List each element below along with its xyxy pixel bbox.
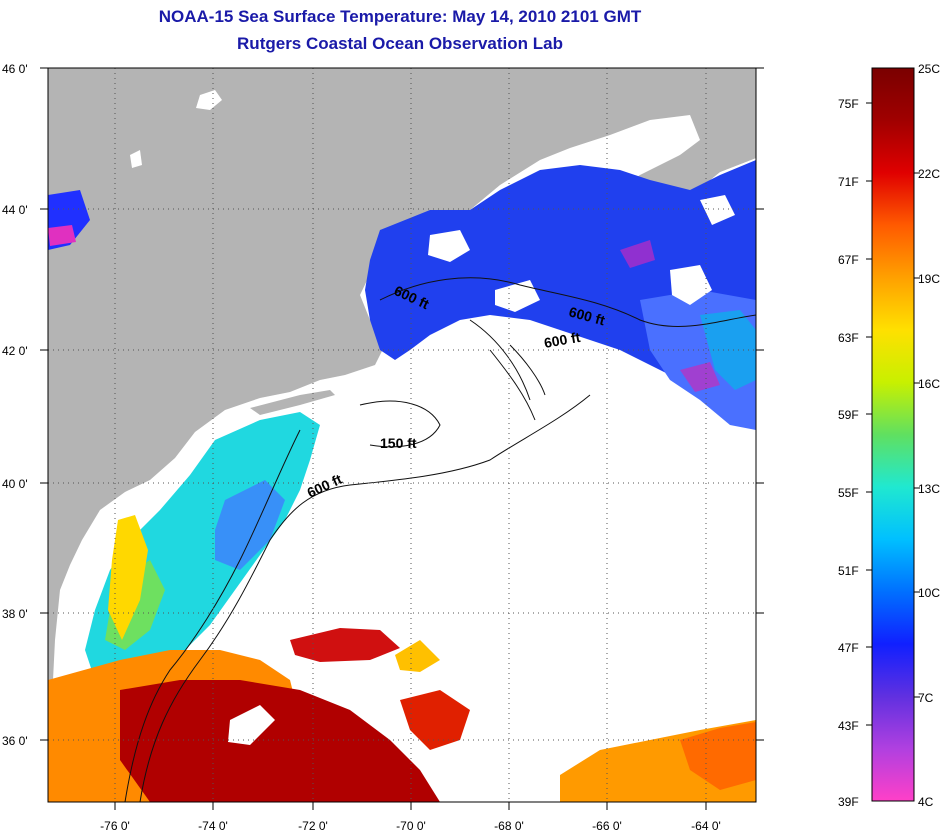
colorbar-ticks xyxy=(866,102,920,726)
bathymetry-contours xyxy=(124,277,756,802)
contour-inner-shelf xyxy=(124,429,301,802)
colorbar-f-label: 51F xyxy=(838,564,859,578)
cloud-patch xyxy=(495,280,540,312)
axis-ticks xyxy=(40,67,764,810)
colorbar-c-label: 22C xyxy=(918,167,940,181)
land-long-island xyxy=(250,390,335,415)
contour-600ft-gulf-of-maine xyxy=(379,277,756,327)
colorbar-f-label: 55F xyxy=(838,486,859,500)
colorbar xyxy=(871,67,915,802)
sst-warm-patch xyxy=(400,690,470,750)
cloud-patch xyxy=(670,265,712,305)
colorbar-c-label: 25C xyxy=(918,62,940,76)
cloud-patch xyxy=(228,705,275,745)
sst-warm-patch-southeast xyxy=(680,722,756,790)
sst-purple-patch xyxy=(620,240,655,268)
colorbar-f-label: 43F xyxy=(838,719,859,733)
lon-label: -74 0' xyxy=(198,819,228,833)
lat-label: 38 0' xyxy=(2,607,28,621)
colorbar-f-label: 47F xyxy=(838,641,859,655)
lake xyxy=(130,150,142,168)
contour-label: 600 ft xyxy=(543,329,582,351)
lat-label: 46 0' xyxy=(2,62,28,76)
colorbar-f-label: 63F xyxy=(838,331,859,345)
land-mass xyxy=(48,68,756,800)
lat-label: 36 0' xyxy=(2,734,28,748)
colorbar-f-label: 59F xyxy=(838,408,859,422)
sst-shelf-water-blue xyxy=(215,480,285,570)
lat-label: 42 0' xyxy=(2,344,28,358)
lat-label: 40 0' xyxy=(2,477,28,491)
colorbar-c-label: 13C xyxy=(918,482,940,496)
map-frame xyxy=(47,67,757,803)
lon-label: -64 0' xyxy=(691,819,721,833)
cloud-patch xyxy=(428,230,470,262)
sst-coastal-yellow xyxy=(108,515,148,640)
colorbar-f-label: 75F xyxy=(838,97,859,111)
lon-label: -68 0' xyxy=(494,819,524,833)
sst-gulf-stream xyxy=(120,680,440,802)
lon-label: -76 0' xyxy=(100,819,130,833)
graticule xyxy=(48,68,756,802)
colorbar-c-label: 19C xyxy=(918,272,940,286)
lon-label: -70 0' xyxy=(396,819,426,833)
lon-label: -66 0' xyxy=(592,819,622,833)
colorbar-f-label: 71F xyxy=(838,175,859,189)
sst-purple-patch xyxy=(680,362,720,392)
colorbar-f-label: 39F xyxy=(838,795,859,809)
colorbar-c-label: 16C xyxy=(918,377,940,391)
contour-georges-bank xyxy=(469,319,546,421)
lat-label: 44 0' xyxy=(2,203,28,217)
sst-gulf-stream-north xyxy=(290,628,400,662)
sst-inland-patch xyxy=(48,225,76,246)
map-subtitle: Rutgers Coastal Ocean Observation Lab xyxy=(237,34,563,53)
map-title: NOAA-15 Sea Surface Temperature: May 14,… xyxy=(158,7,642,26)
lake xyxy=(196,90,222,110)
map-panel: 600 ft 600 ft 600 ft 150 ft 600 ft xyxy=(48,68,756,802)
contour-150ft xyxy=(359,400,441,448)
sst-warm-patch xyxy=(395,640,440,672)
colorbar-c-label: 10C xyxy=(918,586,940,600)
contour-600ft-shelf-break xyxy=(139,394,591,802)
cloud-patch xyxy=(700,195,735,225)
colorbar-f-label: 67F xyxy=(838,253,859,267)
colorbar-c-label: 7C xyxy=(918,691,934,705)
contour-label: 150 ft xyxy=(380,435,417,451)
lon-label: -72 0' xyxy=(298,819,328,833)
colorbar-c-label: 4C xyxy=(918,795,934,809)
